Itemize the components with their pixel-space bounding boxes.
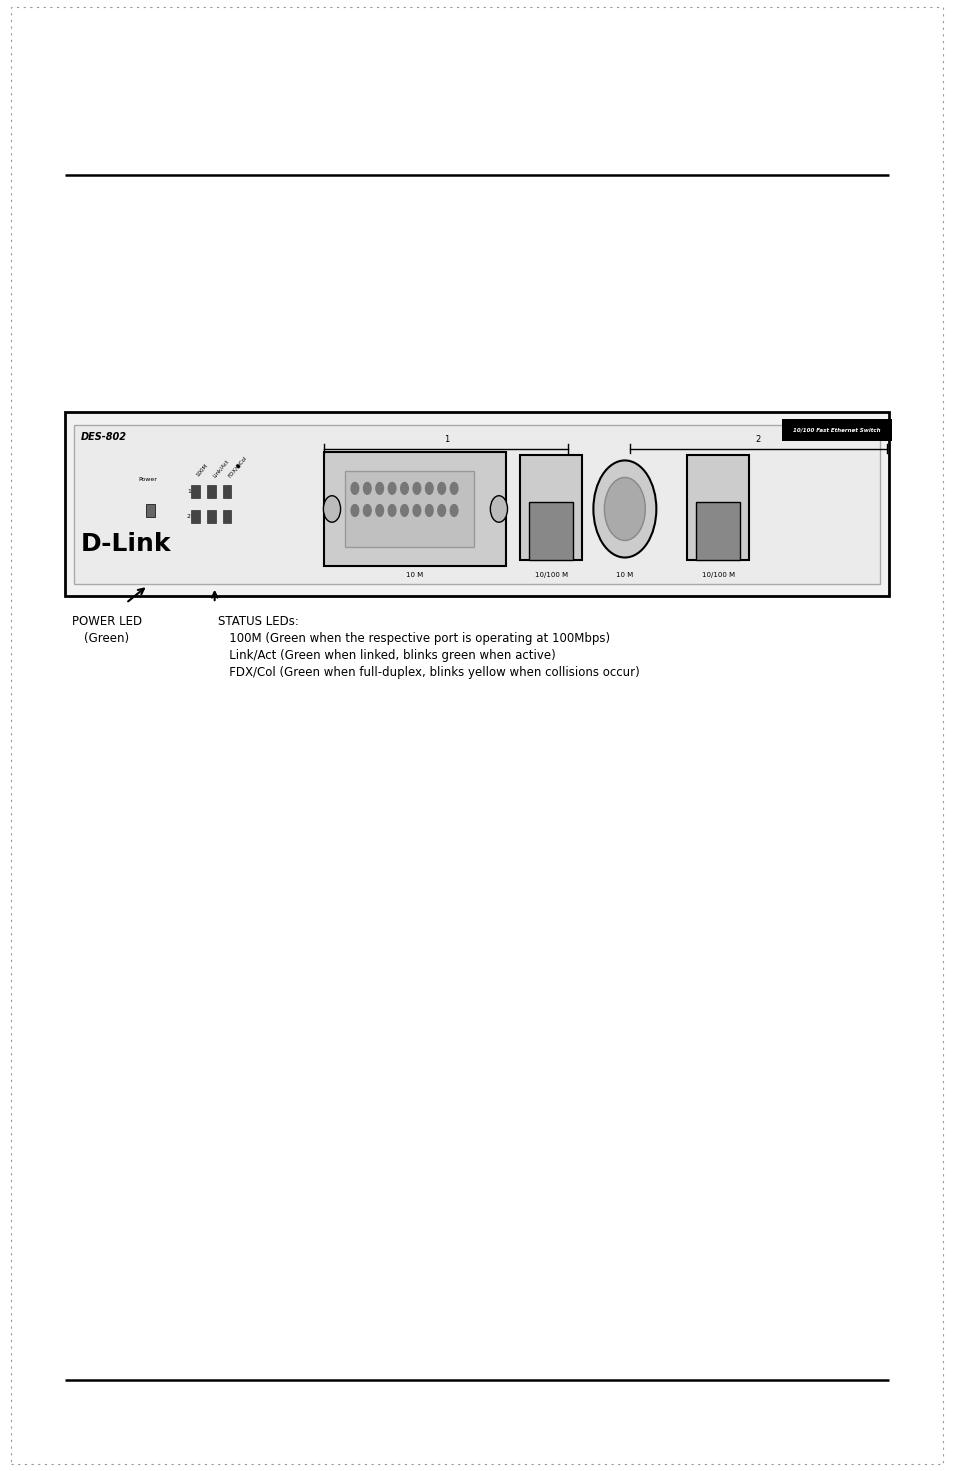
- Bar: [147, 503, 154, 518]
- Circle shape: [388, 505, 395, 516]
- Text: 10 M: 10 M: [616, 572, 633, 578]
- Text: 100M: 100M: [195, 463, 209, 478]
- Text: 10 M: 10 M: [406, 572, 423, 578]
- Text: 10/100 M: 10/100 M: [701, 572, 734, 578]
- Text: 10/100 Fast Ethernet Switch: 10/100 Fast Ethernet Switch: [793, 428, 880, 432]
- Circle shape: [450, 482, 457, 494]
- Circle shape: [490, 496, 507, 522]
- Bar: [345, 471, 474, 547]
- Bar: [191, 509, 200, 524]
- Text: D-Link: D-Link: [81, 533, 172, 556]
- Bar: [208, 484, 215, 497]
- Text: Power: Power: [138, 478, 157, 482]
- Text: 2: 2: [187, 513, 191, 519]
- Text: DES-802: DES-802: [81, 432, 127, 443]
- Bar: [208, 509, 215, 524]
- Bar: [191, 484, 200, 497]
- Circle shape: [363, 482, 371, 494]
- Bar: [519, 455, 581, 560]
- Bar: [781, 419, 891, 441]
- Circle shape: [425, 482, 433, 494]
- Circle shape: [351, 482, 358, 494]
- Bar: [686, 455, 748, 560]
- Circle shape: [604, 478, 644, 540]
- Circle shape: [363, 505, 371, 516]
- Bar: [696, 502, 739, 560]
- Circle shape: [450, 505, 457, 516]
- Circle shape: [413, 482, 420, 494]
- Text: Link/Act: Link/Act: [212, 457, 230, 478]
- Bar: [65, 412, 888, 596]
- Bar: [74, 425, 879, 584]
- Circle shape: [323, 496, 340, 522]
- Circle shape: [437, 505, 445, 516]
- Circle shape: [388, 482, 395, 494]
- Circle shape: [375, 482, 383, 494]
- Bar: [529, 502, 572, 560]
- Text: 1: 1: [443, 435, 449, 444]
- Text: FDX/●Col: FDX/●Col: [227, 455, 248, 478]
- Circle shape: [437, 482, 445, 494]
- Circle shape: [351, 505, 358, 516]
- Text: STATUS LEDs:
   100M (Green when the respective port is operating at 100Mbps)
  : STATUS LEDs: 100M (Green when the respec…: [217, 615, 639, 680]
- Circle shape: [400, 482, 408, 494]
- Bar: [222, 484, 231, 497]
- Text: 2: 2: [755, 435, 760, 444]
- Circle shape: [375, 505, 383, 516]
- Circle shape: [593, 460, 656, 558]
- Text: 1: 1: [187, 488, 191, 494]
- Circle shape: [400, 505, 408, 516]
- Circle shape: [425, 505, 433, 516]
- Circle shape: [413, 505, 420, 516]
- Bar: [222, 509, 231, 524]
- Bar: [324, 452, 505, 566]
- Text: POWER LED
(Green): POWER LED (Green): [71, 615, 142, 644]
- Text: 10/100 M: 10/100 M: [535, 572, 567, 578]
